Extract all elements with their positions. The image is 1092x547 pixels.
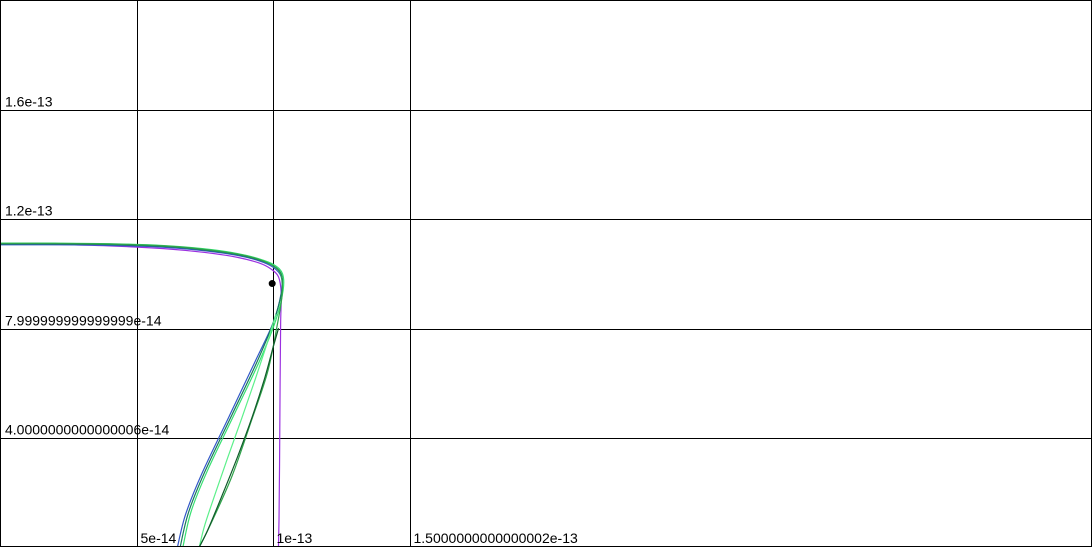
x-tick-label: 1.5000000000000002e-13 [414, 530, 578, 546]
x-tick-label: 5e-14 [141, 530, 177, 546]
series-line-5 [0, 242, 284, 547]
marked-point [268, 280, 276, 288]
series-line-6 [198, 314, 277, 547]
y-tick-label: 7.999999999999999e-14 [5, 313, 162, 329]
y-tick-label: 1.2e-13 [5, 203, 53, 219]
series-lines [0, 242, 285, 547]
series-line-7 [198, 328, 280, 547]
series-line-1 [0, 243, 282, 547]
y-tick-label: 1.6e-13 [5, 94, 53, 110]
data-point-marker [268, 280, 276, 288]
y-tick-label: 4.0000000000000006e-14 [5, 422, 169, 438]
x-tick-label: 1e-13 [277, 530, 313, 546]
series-line-2 [0, 244, 283, 547]
tick-labels: 5e-14 1e-13 1.5000000000000002e-13 4.000000… [5, 94, 578, 547]
